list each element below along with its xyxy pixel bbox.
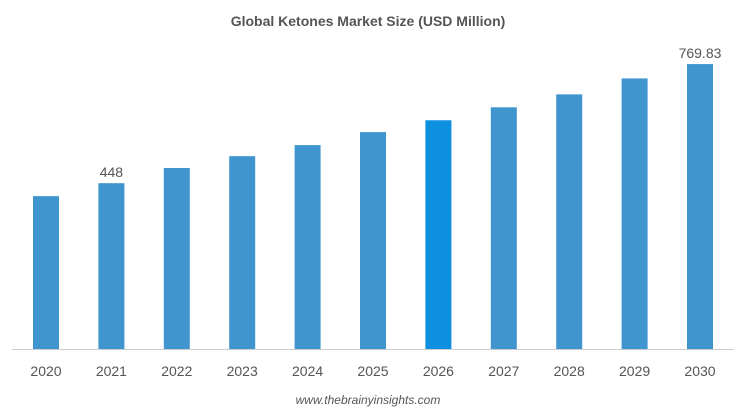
bar-2026	[425, 120, 452, 350]
bar-2028	[556, 94, 583, 349]
x-tick-label: 2028	[554, 363, 585, 379]
chart-title: Global Ketones Market Size (USD Million)	[231, 13, 506, 29]
x-tick-label: 2022	[161, 363, 192, 379]
x-tick-label: 2030	[684, 363, 715, 379]
bar-2025	[360, 132, 386, 349]
bar-2027	[490, 107, 517, 349]
bar-2023	[229, 156, 256, 349]
x-tick-label: 2026	[423, 363, 454, 379]
data-label: 448	[100, 164, 124, 180]
bar-2022	[163, 168, 190, 349]
x-tick-label: 2027	[488, 363, 519, 379]
data-label: 769.83	[679, 45, 722, 61]
x-tick-label: 2029	[619, 363, 650, 379]
bar-2029	[621, 78, 648, 350]
bar-2024	[294, 145, 321, 349]
bar-2021	[98, 183, 125, 349]
bar-2020	[33, 196, 59, 349]
x-tick-label: 2024	[292, 363, 323, 379]
bar-2030	[687, 64, 713, 349]
x-tick-label: 2025	[357, 363, 388, 379]
x-tick-label: 2023	[227, 363, 258, 379]
source-footer: www.thebrainyinsights.com	[296, 393, 441, 407]
x-tick-label: 2021	[96, 363, 127, 379]
x-tick-label: 2020	[30, 363, 61, 379]
